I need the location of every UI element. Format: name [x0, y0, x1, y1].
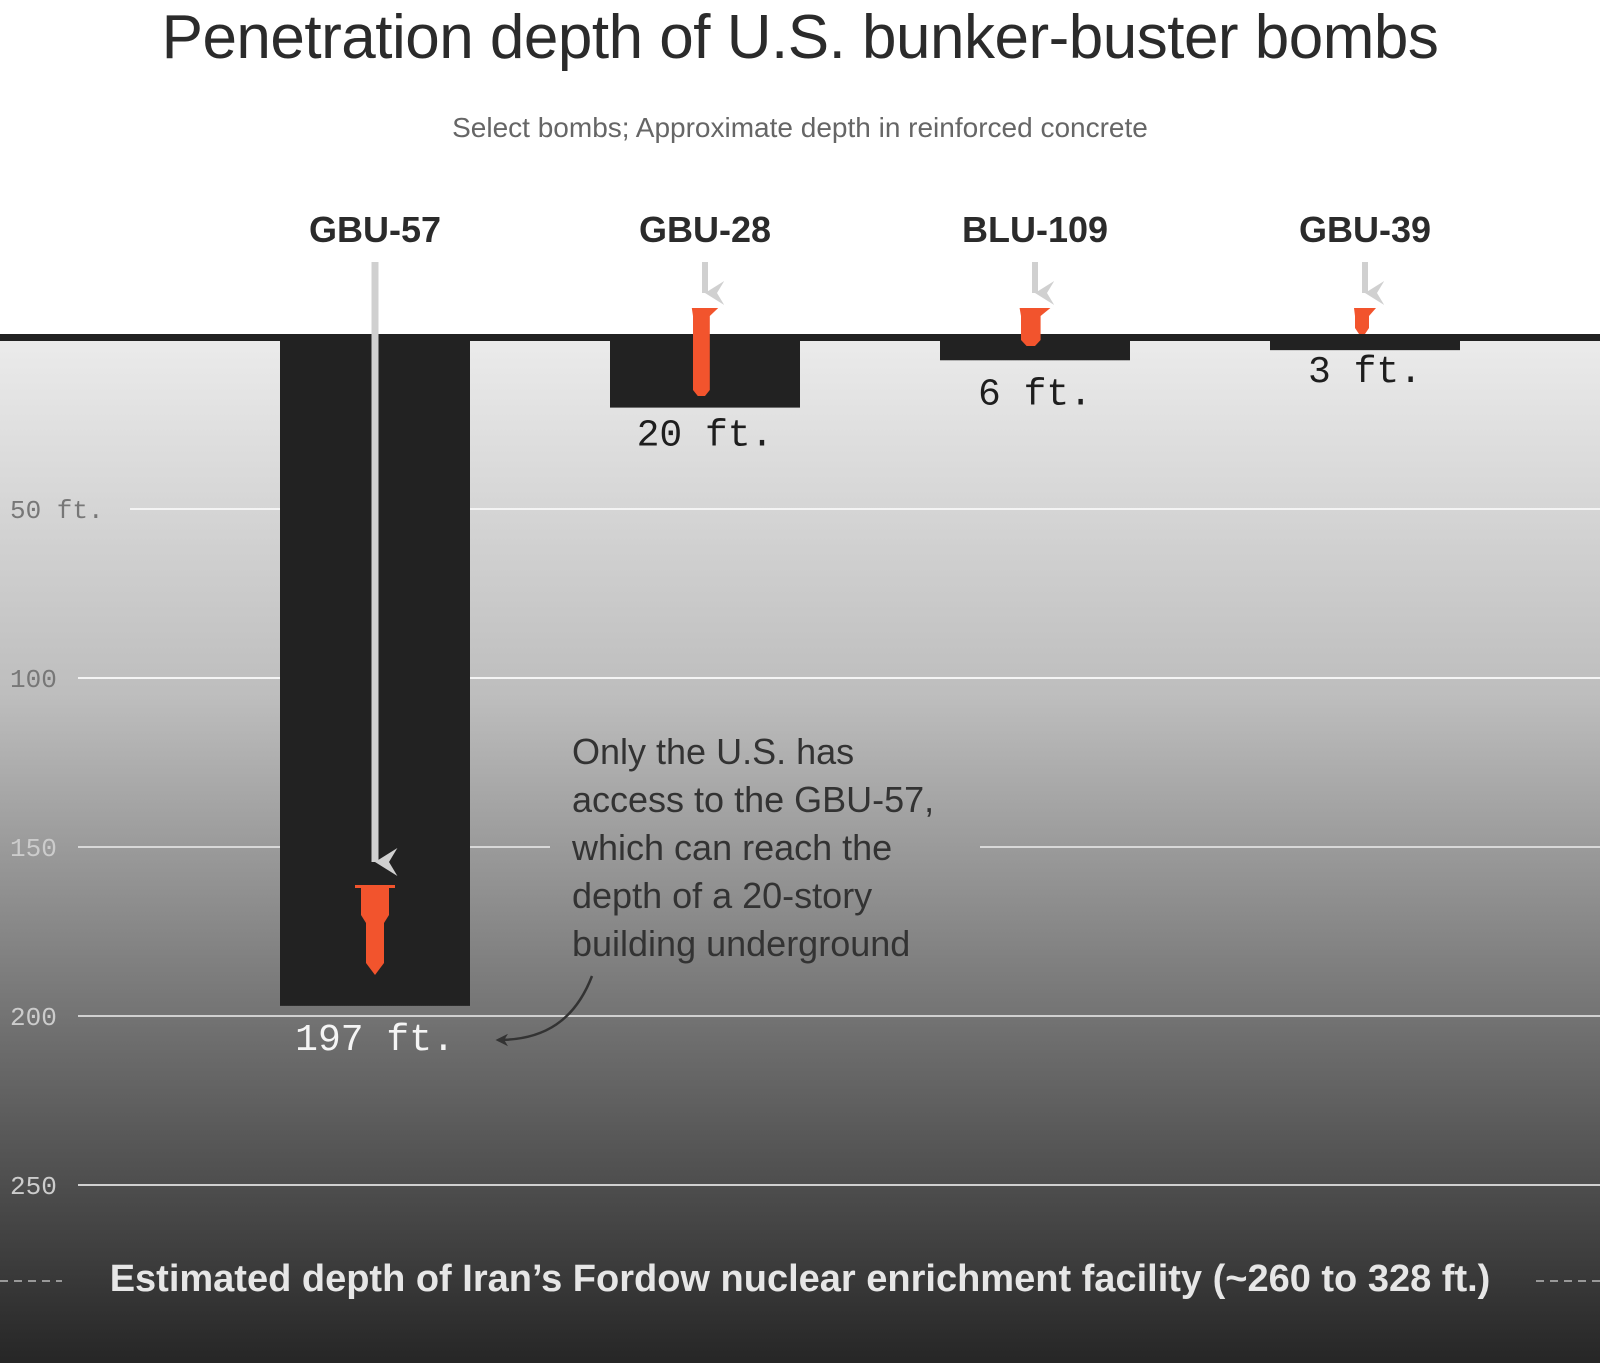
chart-title: Penetration depth of U.S. bunker-buster …: [161, 3, 1439, 72]
y-tick-label: 250: [10, 1172, 57, 1202]
annotation-text: Only the U.S. has access to the GBU-57, …: [572, 728, 1012, 968]
ground-background: [0, 340, 1600, 1363]
penetration-bar: [940, 340, 1130, 361]
bomb-label: BLU-109: [962, 209, 1108, 250]
bomb-label: GBU-57: [309, 209, 441, 250]
annotation-line: access to the GBU-57,: [572, 779, 935, 820]
annotation-arrow: [495, 975, 594, 1047]
bomb-icon: [1354, 308, 1376, 334]
y-tick-label: 100: [10, 665, 57, 695]
depth-value-label: 6 ft.: [978, 373, 1092, 416]
surface-line: [0, 334, 1600, 341]
depth-value-label: 3 ft.: [1308, 351, 1422, 394]
chart-subtitle: Select bombs; Approximate depth in reinf…: [452, 112, 1148, 143]
fordow-reference-label: Estimated depth of Iran’s Fordow nuclear…: [109, 1258, 1491, 1300]
depth-value-label: 197 ft.: [295, 1019, 455, 1062]
penetration-bar: [1270, 340, 1460, 351]
annotation-line: building underground: [572, 923, 911, 964]
y-tick-label: 50 ft.: [10, 496, 104, 526]
bomb-label: GBU-28: [639, 209, 771, 250]
annotation-line: Only the U.S. has: [572, 731, 855, 772]
annotation-line: depth of a 20-story: [572, 875, 873, 916]
bomb-icon: [355, 885, 395, 975]
bomb-icon: [691, 308, 719, 396]
depth-value-label: 20 ft.: [637, 415, 774, 458]
bomb-icon: [1019, 308, 1051, 346]
y-tick-label: 200: [10, 1003, 57, 1033]
y-tick-label: 150: [10, 834, 57, 864]
annotation-line: which can reach the: [572, 827, 893, 868]
bomb-label: GBU-39: [1299, 209, 1431, 250]
